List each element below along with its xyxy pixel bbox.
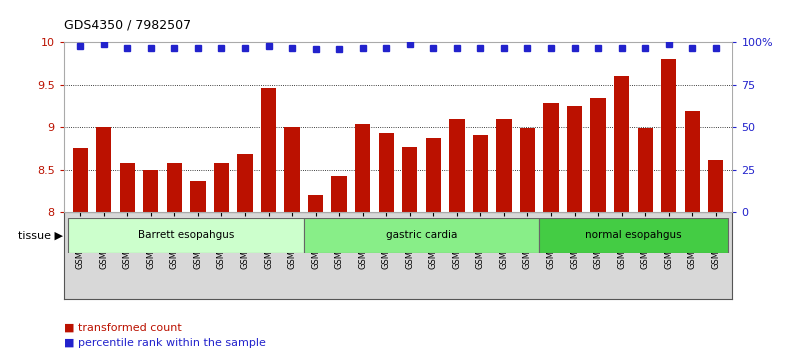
Bar	[379, 133, 394, 354]
Bar	[567, 106, 582, 354]
Text: tissue ▶: tissue ▶	[18, 230, 63, 240]
Bar	[355, 124, 370, 354]
Bar	[237, 154, 252, 354]
FancyBboxPatch shape	[539, 218, 728, 253]
FancyBboxPatch shape	[68, 218, 304, 253]
Bar	[166, 163, 182, 354]
Bar	[614, 76, 630, 354]
Bar	[473, 135, 488, 354]
Bar	[496, 119, 512, 354]
Bar	[591, 98, 606, 354]
Bar	[143, 170, 158, 354]
Bar	[190, 181, 205, 354]
Text: gastric cardia: gastric cardia	[386, 230, 457, 240]
Bar	[426, 138, 441, 354]
Text: normal esopahgus: normal esopahgus	[585, 230, 681, 240]
Text: Barrett esopahgus: Barrett esopahgus	[138, 230, 234, 240]
Text: GDS4350 / 7982507: GDS4350 / 7982507	[64, 19, 191, 32]
Bar	[449, 119, 465, 354]
Bar	[331, 176, 347, 354]
Bar	[685, 111, 700, 354]
Bar	[520, 128, 535, 354]
Bar	[96, 127, 111, 354]
Bar	[308, 195, 323, 354]
Bar	[119, 163, 135, 354]
Bar	[708, 160, 724, 354]
Bar	[284, 127, 300, 354]
Text: ■ transformed count: ■ transformed count	[64, 322, 181, 332]
FancyBboxPatch shape	[304, 218, 539, 253]
Text: ■ percentile rank within the sample: ■ percentile rank within the sample	[64, 338, 266, 348]
Bar	[402, 147, 417, 354]
Bar	[544, 103, 559, 354]
Bar	[214, 163, 229, 354]
Bar	[72, 148, 88, 354]
Bar	[261, 87, 276, 354]
Bar	[661, 59, 677, 354]
Bar	[638, 128, 653, 354]
